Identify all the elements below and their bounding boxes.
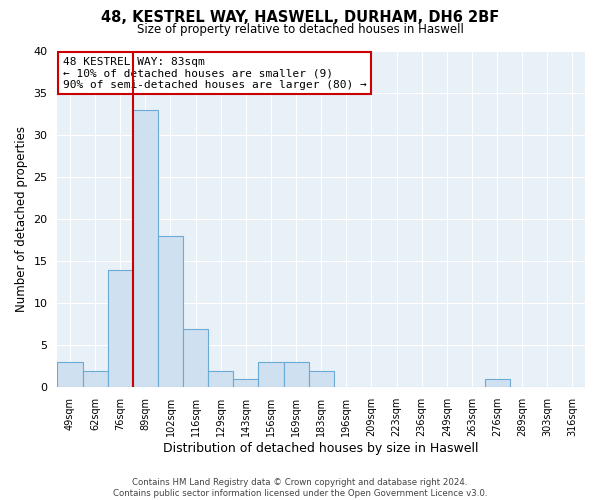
Bar: [284, 362, 308, 388]
Y-axis label: Number of detached properties: Number of detached properties: [15, 126, 28, 312]
Text: Size of property relative to detached houses in Haswell: Size of property relative to detached ho…: [137, 22, 463, 36]
Bar: [183, 328, 208, 388]
Bar: [485, 379, 509, 388]
Bar: [259, 362, 284, 388]
Text: 48 KESTREL WAY: 83sqm
← 10% of detached houses are smaller (9)
90% of semi-detac: 48 KESTREL WAY: 83sqm ← 10% of detached …: [62, 56, 367, 90]
Bar: [107, 270, 133, 388]
Text: 48, KESTREL WAY, HASWELL, DURHAM, DH6 2BF: 48, KESTREL WAY, HASWELL, DURHAM, DH6 2B…: [101, 10, 499, 25]
Text: Contains HM Land Registry data © Crown copyright and database right 2024.
Contai: Contains HM Land Registry data © Crown c…: [113, 478, 487, 498]
Bar: [58, 362, 83, 388]
Bar: [133, 110, 158, 388]
Bar: [308, 370, 334, 388]
Bar: [233, 379, 259, 388]
Bar: [83, 370, 107, 388]
X-axis label: Distribution of detached houses by size in Haswell: Distribution of detached houses by size …: [163, 442, 479, 455]
Bar: [158, 236, 183, 388]
Bar: [208, 370, 233, 388]
